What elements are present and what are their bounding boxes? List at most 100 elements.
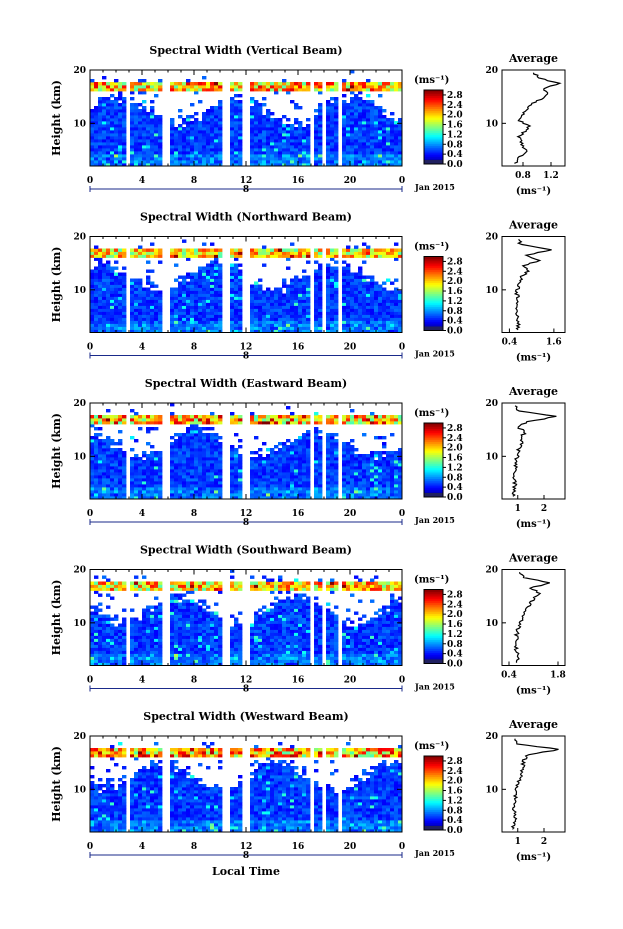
heatmap-cell <box>346 314 351 318</box>
heatmap-cell <box>342 481 347 485</box>
heatmap-cell <box>334 457 339 461</box>
heatmap-cell <box>394 287 399 291</box>
heatmap-cell <box>198 478 203 482</box>
heatmap-cell <box>366 454 371 458</box>
heatmap-cell <box>374 157 379 161</box>
heatmap-cell <box>354 466 359 470</box>
heatmap-cell <box>206 427 211 431</box>
heatmap-cell <box>198 445 203 449</box>
heatmap-cell <box>214 130 219 134</box>
heatmap-cell <box>334 290 339 294</box>
heatmap-cell <box>138 251 143 255</box>
heatmap-cell <box>178 127 183 131</box>
heatmap-cell <box>170 160 175 164</box>
heatmap-cell <box>366 472 371 476</box>
heatmap-cell <box>362 481 367 485</box>
heatmap-cell <box>142 454 147 458</box>
heatmap-cell <box>362 130 367 134</box>
heatmap-cell <box>138 457 143 461</box>
heatmap-cell <box>374 299 379 303</box>
heatmap-cell <box>230 266 235 270</box>
heatmap-cell <box>194 311 199 315</box>
heatmap-cell <box>130 97 135 101</box>
heatmap-cell <box>206 466 211 470</box>
heatmap-cell <box>178 290 183 294</box>
heatmap-cell <box>370 478 375 482</box>
heatmap-cell <box>354 85 359 89</box>
heatmap-cell <box>274 481 279 485</box>
heatmap-cell <box>102 82 107 86</box>
heatmap-cell <box>150 451 155 455</box>
heatmap-cell <box>186 457 191 461</box>
heatmap-cell <box>394 151 399 155</box>
heatmap-cell <box>278 472 283 476</box>
heatmap-cell <box>370 145 375 149</box>
heatmap-cell <box>238 323 243 327</box>
heatmap-cell <box>214 299 219 303</box>
heatmap-cell <box>146 248 151 252</box>
heatmap-cell <box>94 293 99 297</box>
heatmap-cell <box>290 490 295 494</box>
heatmap-cell <box>258 481 263 485</box>
heatmap-cell <box>174 457 179 461</box>
heatmap-cell <box>394 421 399 425</box>
heatmap-cell <box>178 254 183 258</box>
heatmap-cell <box>286 88 291 92</box>
heatmap-cell <box>198 299 203 303</box>
heatmap-cell <box>374 469 379 473</box>
heatmap-cell <box>234 100 239 104</box>
heatmap-cell <box>234 124 239 128</box>
colorbar-swatch <box>424 95 443 98</box>
heatmap-cell <box>294 326 299 330</box>
heatmap-cell <box>234 296 239 300</box>
heatmap-cell <box>110 475 115 479</box>
colorbar-tick-label: 2.4 <box>447 101 463 111</box>
heatmap-cell <box>354 296 359 300</box>
heatmap-cell <box>138 163 143 167</box>
heatmap-cell <box>114 281 119 285</box>
heatmap-cell <box>230 97 235 101</box>
heatmap-cell <box>334 448 339 452</box>
heatmap-cell <box>158 290 163 294</box>
heatmap-cell <box>186 284 191 288</box>
heatmap-cell <box>346 145 351 149</box>
heatmap-cell <box>174 329 179 333</box>
heatmap-cell <box>358 308 363 312</box>
heatmap-cell <box>214 308 219 312</box>
heatmap-cell <box>262 323 267 327</box>
heatmap-cell <box>150 481 155 485</box>
colorbar-swatch <box>424 145 443 148</box>
x-tick-label: 4 <box>139 509 145 519</box>
heatmap-cell <box>394 317 399 321</box>
heatmap-cell <box>366 85 371 89</box>
heatmap-cell <box>214 157 219 161</box>
heatmap-cell <box>306 451 311 455</box>
heatmap-cell <box>334 136 339 140</box>
heatmap-cell <box>258 154 263 158</box>
heatmap-cell <box>198 154 203 158</box>
heatmap-cell <box>346 136 351 140</box>
heatmap-cell <box>170 124 175 128</box>
heatmap-cell <box>214 275 219 279</box>
heatmap-cell <box>206 469 211 473</box>
heatmap-cell <box>378 85 383 89</box>
heatmap-cell <box>326 115 331 119</box>
heatmap-cell <box>394 457 399 461</box>
heatmap-cell <box>178 293 183 297</box>
heatmap-cell <box>134 133 139 137</box>
heatmap-cell <box>294 481 299 485</box>
heatmap-cell <box>94 278 99 282</box>
heatmap-cell <box>94 421 99 425</box>
heatmap-cell <box>206 284 211 288</box>
heatmap-cell <box>102 421 107 425</box>
heatmap-cell <box>314 472 319 476</box>
heatmap-cell <box>170 493 175 497</box>
heatmap-cell <box>270 457 275 461</box>
average-title: Average <box>508 219 558 232</box>
heatmap-cell <box>186 445 191 449</box>
heatmap-cell <box>94 269 99 273</box>
heatmap-cell <box>358 103 363 107</box>
heatmap-cell <box>346 496 351 500</box>
heatmap-cell <box>186 311 191 315</box>
heatmap-cell <box>286 299 291 303</box>
